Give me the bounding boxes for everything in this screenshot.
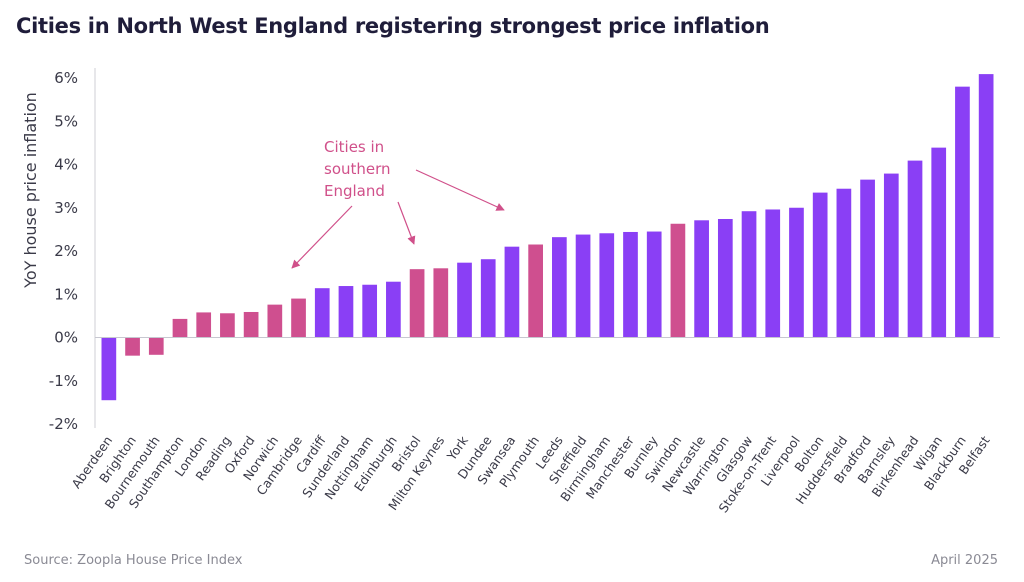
category-labels: AberdeenBrightonBournemouthSouthamptonLo… bbox=[68, 432, 992, 515]
bar bbox=[552, 237, 567, 338]
bar bbox=[409, 269, 425, 338]
bar bbox=[599, 233, 615, 338]
bar bbox=[955, 86, 970, 338]
bar bbox=[623, 231, 638, 338]
bar bbox=[860, 179, 875, 338]
annotation-line-1: Cities in bbox=[324, 138, 384, 156]
bar bbox=[314, 288, 330, 338]
annotation-line-3: England bbox=[324, 182, 385, 200]
y-tick-label: 6% bbox=[54, 69, 78, 87]
bar bbox=[480, 259, 496, 338]
annotation-arrow-1 bbox=[291, 205, 353, 269]
y-tick-label: -1% bbox=[49, 372, 78, 390]
bar bbox=[220, 313, 235, 338]
bar bbox=[267, 304, 283, 338]
y-tick-label: -2% bbox=[49, 415, 78, 433]
bar bbox=[931, 147, 947, 338]
bar bbox=[125, 337, 140, 356]
bar bbox=[717, 218, 733, 338]
bar bbox=[148, 337, 164, 355]
bar bbox=[907, 160, 923, 338]
annotation-line-2: southern bbox=[324, 160, 391, 178]
bar bbox=[243, 311, 259, 338]
bar bbox=[433, 268, 449, 338]
chart-title: Cities in North West England registering… bbox=[16, 14, 770, 38]
bar bbox=[836, 188, 852, 338]
bar bbox=[741, 211, 757, 338]
bar bbox=[528, 244, 543, 338]
bar bbox=[291, 298, 306, 338]
bar bbox=[457, 262, 472, 338]
bar bbox=[646, 231, 662, 338]
bar bbox=[386, 281, 401, 338]
bar bbox=[338, 286, 354, 338]
y-tick-label: 2% bbox=[54, 242, 78, 260]
bar bbox=[504, 246, 520, 338]
y-axis-ticks: -2% -1% 0% 1% 2% 3% 4% 5% 6% bbox=[49, 69, 78, 433]
y-tick-label: 0% bbox=[54, 329, 78, 347]
bar bbox=[575, 234, 591, 338]
date-note: April 2025 bbox=[931, 553, 998, 568]
y-tick-label: 4% bbox=[54, 156, 78, 174]
bar bbox=[172, 318, 188, 338]
bar bbox=[883, 173, 899, 338]
y-axis-label-group: YoY house price inflation bbox=[21, 92, 40, 289]
bar bbox=[765, 209, 781, 338]
y-tick-label: 1% bbox=[54, 285, 78, 303]
annotation-arrow-3 bbox=[415, 169, 505, 211]
y-axis-label: YoY house price inflation bbox=[21, 92, 40, 289]
bar bbox=[196, 312, 212, 338]
bar bbox=[101, 337, 117, 401]
bar bbox=[670, 223, 686, 338]
bar bbox=[812, 192, 828, 338]
annotation: Cities in southern England bbox=[291, 138, 505, 269]
bar bbox=[362, 284, 378, 338]
y-tick-label: 3% bbox=[54, 199, 78, 217]
bar bbox=[978, 74, 994, 338]
y-tick-label: 5% bbox=[54, 112, 78, 130]
annotation-arrow-2 bbox=[397, 201, 416, 245]
source-note: Source: Zoopla House Price Index bbox=[24, 553, 243, 568]
bars bbox=[101, 74, 994, 401]
bar bbox=[694, 220, 709, 338]
bar bbox=[789, 207, 804, 338]
